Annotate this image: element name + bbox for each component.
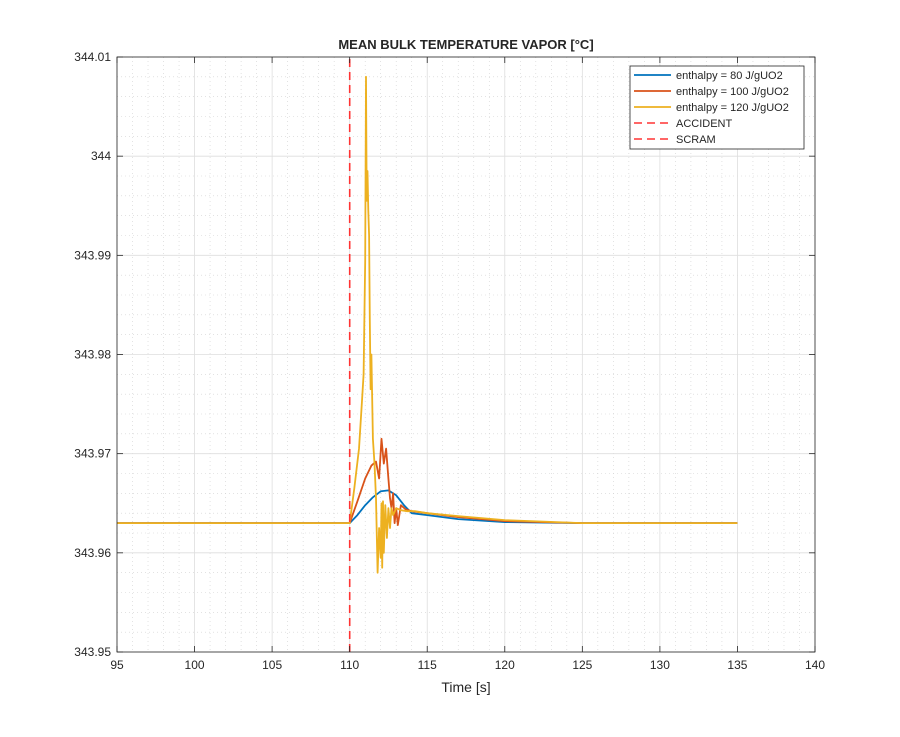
minor-grid: [117, 57, 815, 652]
legend-label-5: SCRAM: [676, 134, 716, 146]
x-tick-label: 125: [572, 658, 592, 672]
y-tick-label: 344.01: [74, 50, 111, 64]
legend-label-1: enthalpy = 80 J/gUO2: [676, 70, 783, 82]
axis-ticks: [116, 56, 816, 653]
legend-label-2: enthalpy = 100 J/gUO2: [676, 86, 789, 98]
x-tick-label: 140: [805, 658, 825, 672]
y-tick-label: 343.96: [74, 546, 111, 560]
chart-title: MEAN BULK TEMPERATURE VAPOR [°C]: [338, 37, 593, 52]
y-tick-label: 343.97: [74, 447, 111, 461]
y-tick-label: 343.98: [74, 348, 111, 362]
x-axis-label: Time [s]: [441, 679, 490, 695]
y-tick-label: 343.99: [74, 248, 111, 262]
y-tick-label: 344: [91, 149, 111, 163]
x-tick-label: 135: [727, 658, 747, 672]
x-tick-label: 115: [418, 658, 437, 672]
x-tick-label: 120: [495, 658, 515, 672]
legend-label-3: enthalpy = 120 J/gUO2: [676, 102, 789, 114]
legend-label-4: ACCIDENT: [676, 118, 733, 130]
y-tick-label: 343.95: [74, 645, 111, 659]
series-line-3: [117, 75, 738, 574]
tick-labels: 95 100 105 110 115 120 125 130 135 140 343.95 343.9…: [74, 50, 825, 672]
x-tick-label: 110: [340, 658, 359, 672]
x-tick-label: 95: [110, 658, 124, 672]
legend: enthalpy = 80 J/gUO2 enthalpy = 100 J/gUO…: [629, 65, 805, 150]
series-layer: [117, 57, 738, 652]
x-tick-label: 105: [262, 658, 282, 672]
x-tick-label: 130: [650, 658, 670, 672]
x-tick-label: 100: [185, 658, 205, 672]
